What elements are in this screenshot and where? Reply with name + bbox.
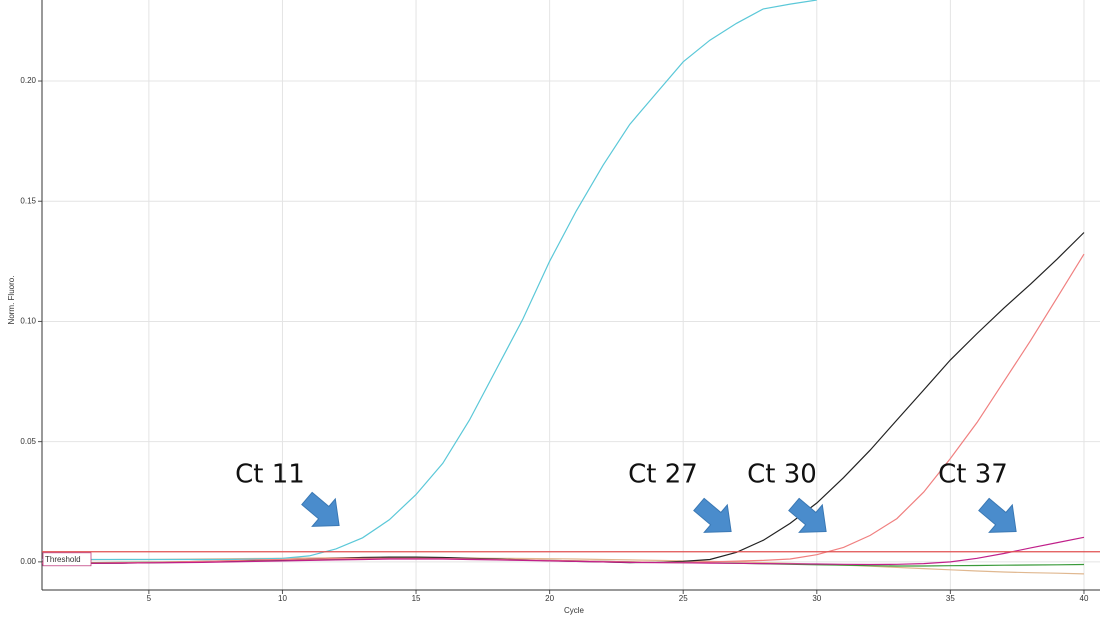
- annotation: Ct 11: [235, 460, 305, 490]
- x-tick-label: 35: [946, 594, 955, 603]
- arrow: [978, 497, 1017, 533]
- x-axis-label: Cycle: [564, 606, 585, 615]
- data-line: [42, 536, 1085, 566]
- annotation: Ct 30: [747, 460, 817, 490]
- x-tick-label: 10: [278, 594, 287, 603]
- x-tick-label: 25: [679, 594, 688, 603]
- y-tick-label: 0.00: [20, 557, 36, 566]
- data-line: [42, 0, 817, 561]
- y-tick-label: 0.20: [20, 76, 36, 85]
- x-tick-label: 40: [1080, 594, 1089, 603]
- annotation: Ct 37: [938, 460, 1008, 490]
- arrow: [693, 497, 732, 533]
- arrow: [301, 491, 340, 527]
- data-line: [42, 253, 1085, 564]
- x-tick-label: 30: [812, 594, 821, 603]
- y-axis-label: Norm. Fluoro.: [7, 276, 16, 325]
- x-tick-label: 5: [147, 594, 152, 603]
- data-line: [42, 556, 1085, 575]
- threshold-box: [42, 552, 92, 567]
- annotation: Ct 27: [628, 460, 698, 490]
- x-tick-label: 20: [545, 594, 554, 603]
- arrow: [788, 497, 827, 533]
- data-line: [42, 232, 1085, 565]
- y-tick-label: 0.05: [20, 437, 36, 446]
- threshold-label: Threshold: [45, 555, 81, 564]
- y-tick-label: 0.10: [20, 317, 36, 326]
- x-tick-label: 15: [412, 594, 421, 603]
- y-tick-label: 0.15: [20, 196, 36, 205]
- plot-area: [42, 0, 1085, 575]
